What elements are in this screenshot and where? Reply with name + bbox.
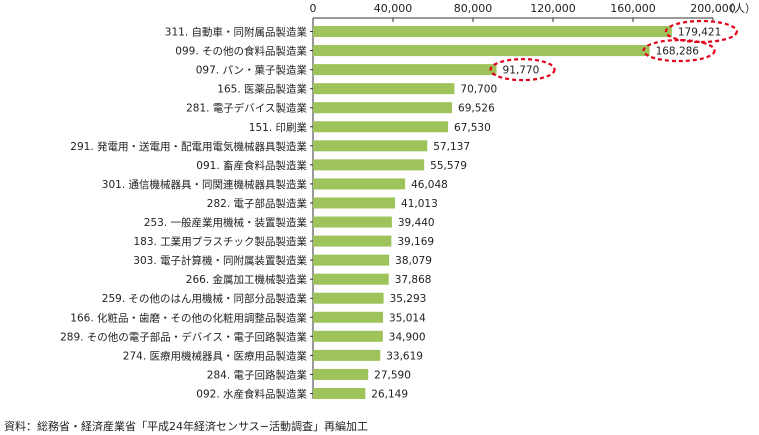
x-tick-label: 0: [310, 2, 317, 15]
highlight-ellipse: [642, 38, 716, 63]
source-note: 資料：総務省・経済産業省「平成24年経済センサス−活動調査」再編加工: [4, 419, 368, 433]
category-label: 284. 電子回路製造業: [207, 368, 308, 381]
category-label: 291. 発電用・送電用・配電用電気機械器具製造業: [70, 140, 307, 153]
x-tick-label: 80,000: [454, 2, 493, 15]
bar: [313, 159, 425, 171]
category-label: 274. 医療用機械器具・医療用品製造業: [123, 349, 308, 362]
value-label: 27,590: [374, 369, 411, 381]
value-label: 91,770: [503, 65, 540, 77]
value-label: 33,619: [386, 350, 423, 362]
category-label: 099. その他の食料品製造業: [175, 45, 307, 58]
category-label: 266. 金属加工機械製造業: [186, 273, 308, 286]
bar-layer: [313, 26, 672, 399]
bar: [313, 330, 383, 342]
value-label: 70,700: [460, 84, 497, 96]
value-label: 69,526: [458, 103, 495, 115]
highlight-layer: [489, 19, 738, 82]
value-label: 39,169: [397, 236, 434, 248]
highlight-ellipse: [489, 58, 556, 82]
bar: [313, 197, 396, 209]
category-label: 183. 工業用プラスチック製品製造業: [133, 235, 307, 248]
bar: [313, 102, 453, 114]
unit-label: （人）: [723, 2, 756, 15]
value-label: 168,286: [656, 46, 700, 58]
bar: [313, 178, 406, 190]
bar: [313, 216, 392, 228]
value-label: 41,013: [401, 198, 438, 210]
category-label: 281. 電子デバイス製造業: [186, 102, 307, 115]
x-tick-label: 120,000: [530, 2, 576, 15]
category-label: 282. 電子部品製造業: [207, 197, 308, 210]
category-label: 303. 電子計算機・同附属装置製造業: [133, 254, 307, 267]
bar: [313, 45, 650, 57]
value-label: 26,149: [371, 388, 408, 400]
bar: [313, 349, 381, 361]
category-label: 097. パン・菓子製造業: [196, 64, 308, 77]
category-label: 166. 化粧品・歯磨・その他の化粧用調整品製造業: [70, 311, 307, 324]
value-label: 38,079: [395, 255, 432, 267]
bar: [313, 26, 672, 38]
value-label: 67,530: [454, 122, 491, 134]
value-label: 34,900: [389, 331, 426, 343]
value-label: 37,868: [395, 274, 432, 286]
value-label: 57,137: [433, 141, 470, 153]
bar: [313, 235, 392, 247]
bar: [313, 121, 449, 133]
bar: [313, 311, 384, 323]
value-label: 179,421: [678, 27, 721, 39]
category-label: 151. 印刷業: [249, 121, 308, 134]
bar: [313, 292, 384, 304]
category-label: 253. 一般産業用機械・装置製造業: [144, 216, 308, 229]
bar: [313, 140, 428, 152]
bar: [313, 387, 366, 399]
value-label: 35,014: [389, 312, 426, 324]
value-label: 46,048: [411, 179, 448, 191]
label-layer: 311. 自動車・同附属品製造業 179,421 099. その他の食料品製造業 16…: [60, 26, 721, 401]
category-label: 301. 通信機械器具・同関連機械器具製造業: [102, 178, 308, 191]
bar: [313, 368, 369, 380]
category-label: 091. 畜産食料品製造業: [196, 159, 307, 172]
bar: [313, 254, 390, 266]
category-label: 259. その他のはん用機械・同部分品製造業: [102, 292, 308, 305]
category-label: 165. 医薬品製造業: [217, 83, 307, 96]
bar: [313, 273, 389, 285]
x-tick-label: 160,000: [610, 2, 656, 15]
category-label: 092. 水産食料品製造業: [196, 387, 307, 400]
value-label: 39,440: [398, 217, 435, 229]
x-tick-label: 40,000: [374, 2, 413, 15]
highlight-ellipse: [664, 19, 738, 44]
value-label: 55,579: [430, 160, 467, 172]
value-label: 35,293: [390, 293, 427, 305]
x-tick-label: 200,000: [690, 2, 736, 15]
bar: [313, 64, 497, 76]
category-label: 289. その他の電子部品・デバイス・電子回路製造業: [60, 330, 307, 343]
bar: [313, 83, 455, 95]
category-label: 311. 自動車・同附属品製造業: [165, 26, 308, 39]
